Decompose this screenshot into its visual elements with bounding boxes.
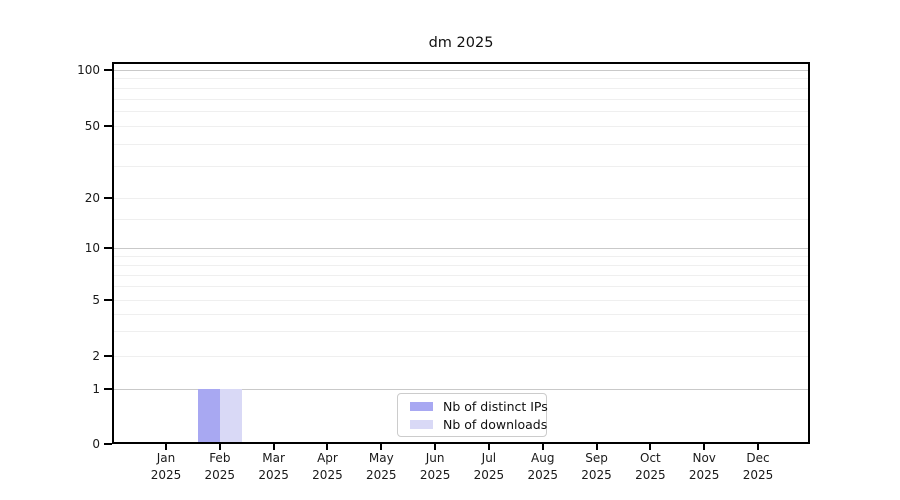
x-tick-label-feb: Feb 2025 bbox=[190, 450, 250, 483]
gridline-y-7 bbox=[114, 275, 808, 276]
bar-nb-of-distinct-ips bbox=[197, 389, 220, 442]
x-tick-label-jan: Jan 2025 bbox=[136, 450, 196, 483]
x-tick-label-sep: Sep 2025 bbox=[567, 450, 627, 483]
x-tick-label-may: May 2025 bbox=[351, 450, 411, 483]
x-tick-mark bbox=[649, 444, 652, 450]
y-tick-mark bbox=[104, 443, 112, 445]
x-tick-year: 2025 bbox=[150, 467, 182, 482]
y-tick-label: 5 bbox=[92, 293, 100, 307]
x-tick-month: Jan bbox=[156, 451, 176, 465]
gridline-y-1 bbox=[114, 389, 808, 390]
y-tick-mark bbox=[104, 247, 112, 249]
x-tick-year: 2025 bbox=[581, 467, 612, 482]
y-tick-mark bbox=[104, 197, 112, 199]
x-tick-year: 2025 bbox=[419, 467, 451, 482]
x-tick-year: 2025 bbox=[688, 467, 720, 482]
x-tick-mark bbox=[165, 444, 167, 450]
y-tick-mark bbox=[104, 388, 112, 390]
gridline-y-80 bbox=[114, 88, 808, 89]
x-tick-mark bbox=[434, 444, 437, 450]
y-tick-label: 1 bbox=[92, 382, 100, 396]
y-tick-label: 100 bbox=[77, 63, 100, 77]
x-tick-mark bbox=[380, 444, 383, 450]
gridline-y-40 bbox=[114, 144, 808, 145]
x-tick-mark bbox=[541, 444, 544, 450]
gridline-y-60 bbox=[114, 111, 808, 112]
x-tick-mark bbox=[757, 444, 760, 450]
x-tick-month: Mar bbox=[262, 451, 285, 465]
legend-label: Nb of distinct IPs bbox=[443, 399, 548, 415]
gridline-y-6 bbox=[114, 286, 808, 287]
gridline-y-30 bbox=[114, 166, 808, 167]
x-tick-mark bbox=[272, 444, 275, 450]
x-tick-year: 2025 bbox=[527, 467, 558, 482]
x-tick-year: 2025 bbox=[312, 467, 343, 482]
legend-swatch-nb-of-downloads bbox=[410, 419, 433, 429]
x-tick-month: Apr bbox=[317, 451, 338, 465]
x-tick-month: Dec bbox=[746, 451, 770, 465]
gridline-y-10 bbox=[114, 248, 808, 249]
gridline-y-8 bbox=[114, 265, 808, 266]
x-tick-label-jun: Jun 2025 bbox=[405, 450, 465, 483]
legend-swatch-nb-of-distinct-ips bbox=[410, 402, 433, 412]
x-tick-year: 2025 bbox=[635, 467, 666, 482]
gridline-y-4 bbox=[114, 314, 808, 315]
x-tick-month: May bbox=[368, 451, 394, 465]
x-tick-mark bbox=[218, 444, 221, 450]
x-tick-label-aug: Aug 2025 bbox=[513, 450, 573, 483]
y-tick-label: 10 bbox=[84, 241, 100, 255]
x-tick-year: 2025 bbox=[365, 467, 397, 482]
y-tick-mark bbox=[104, 299, 112, 301]
x-tick-year: 2025 bbox=[258, 467, 289, 482]
x-tick-month: Oct bbox=[640, 451, 661, 465]
gridline-y-9 bbox=[114, 256, 808, 257]
legend-item-nb-of-downloads: Nb of downloads bbox=[398, 416, 548, 434]
x-tick-mark bbox=[326, 444, 329, 450]
x-tick-mark bbox=[703, 444, 706, 450]
x-tick-year: 2025 bbox=[204, 467, 236, 482]
legend-item-nb-of-distinct-ips: Nb of distinct IPs bbox=[398, 398, 548, 416]
x-tick-label-oct: Oct 2025 bbox=[620, 450, 680, 483]
y-tick-label: 2 bbox=[92, 349, 100, 363]
x-tick-month: Nov bbox=[692, 451, 716, 465]
gridline-y-5 bbox=[114, 300, 808, 301]
x-tick-label-nov: Nov 2025 bbox=[674, 450, 734, 483]
y-tick-mark bbox=[104, 355, 112, 357]
x-tick-label-jul: Jul 2025 bbox=[459, 450, 519, 483]
gridline-y-50 bbox=[114, 126, 808, 127]
gridline-y-15 bbox=[114, 219, 808, 220]
x-tick-label-apr: Apr 2025 bbox=[297, 450, 357, 483]
legend: Nb of distinct IPs Nb of downloads bbox=[397, 393, 548, 437]
x-tick-month: Jul bbox=[481, 451, 497, 465]
y-tick-label: 50 bbox=[84, 119, 100, 133]
x-tick-month: Feb bbox=[209, 451, 231, 465]
gridline-y-70 bbox=[114, 99, 808, 100]
y-tick-mark bbox=[104, 125, 112, 127]
x-tick-label-dec: Dec 2025 bbox=[728, 450, 788, 483]
x-tick-month: Aug bbox=[531, 451, 555, 465]
x-tick-mark bbox=[595, 444, 598, 450]
gridline-y-20 bbox=[114, 198, 808, 199]
x-tick-label-mar: Mar 2025 bbox=[244, 450, 304, 483]
x-tick-year: 2025 bbox=[742, 467, 774, 482]
bar-nb-of-downloads bbox=[219, 389, 242, 442]
x-tick-year: 2025 bbox=[473, 467, 505, 482]
chart-title: dm 2025 bbox=[428, 35, 494, 51]
y-tick-label: 20 bbox=[84, 191, 100, 205]
x-tick-month: Jun bbox=[425, 451, 445, 465]
y-tick-label: 0 bbox=[92, 437, 100, 451]
gridline-y-3 bbox=[114, 331, 808, 332]
y-tick-mark bbox=[104, 69, 112, 71]
gridline-y-90 bbox=[114, 78, 808, 79]
legend-label: Nb of downloads bbox=[443, 416, 548, 432]
x-tick-mark bbox=[487, 444, 490, 450]
gridline-y-100 bbox=[114, 70, 808, 71]
x-tick-month: Sep bbox=[585, 451, 608, 465]
plot-area bbox=[112, 62, 810, 444]
gridline-y-2 bbox=[114, 356, 808, 357]
